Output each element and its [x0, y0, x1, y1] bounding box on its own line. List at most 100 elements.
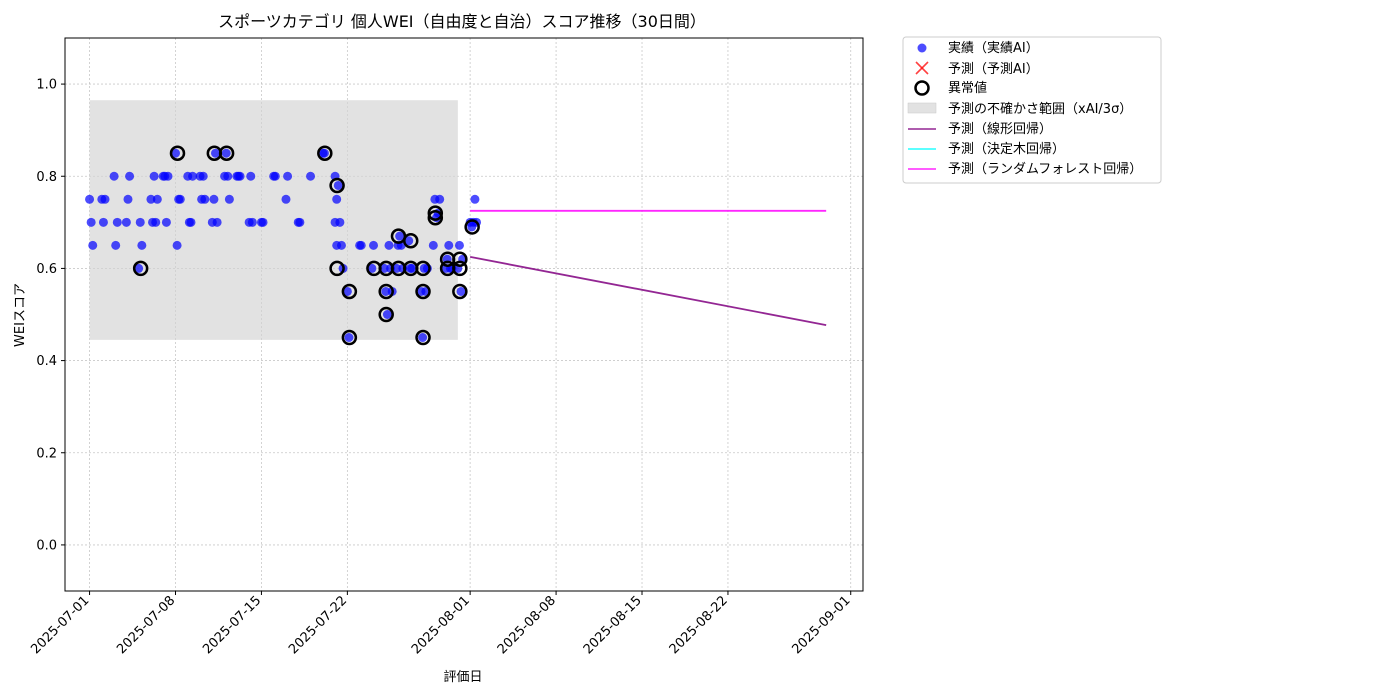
anomaly-marker — [415, 283, 431, 300]
actual-point — [152, 194, 162, 204]
actual-point — [283, 171, 293, 181]
legend: 実績（実績AI） 予測（予測AI） 異常値 予測の不確かさ範囲（xAI/3σ） … — [902, 36, 1162, 184]
actual-point — [224, 194, 234, 204]
anomaly-marker — [464, 219, 480, 235]
actual-point — [146, 194, 156, 204]
anomaly-marker — [403, 233, 419, 249]
actual-point — [444, 240, 454, 250]
legend-tree-label: 予測（決定木回帰） — [948, 141, 1065, 157]
legend-band-label: 予測の不確かさ範囲（xAI/3σ） — [948, 101, 1132, 117]
anomaly-marker — [452, 283, 468, 300]
legend-linear-label: 予測（線形回帰） — [948, 121, 1052, 137]
actual-point — [161, 217, 171, 227]
actual-point — [330, 217, 340, 227]
actual-point — [391, 263, 401, 273]
actual-point — [85, 194, 95, 204]
actual-point — [342, 286, 352, 296]
actual-point — [435, 194, 445, 204]
actual-point — [418, 333, 428, 343]
y-axis-label: WEIスコア — [13, 283, 28, 347]
actual-point — [235, 171, 245, 181]
actual-point — [125, 171, 135, 181]
actual-point — [200, 194, 210, 204]
actual-point — [123, 194, 133, 204]
chart-title: スポーツカテゴリ 個人WEI（自由度と自治）スコア推移（30日間） — [218, 12, 706, 31]
actual-point — [188, 171, 198, 181]
legend-predicted-label: 予測（予測AI） — [948, 62, 1039, 77]
legend-actual-marker — [917, 43, 927, 53]
actual-point — [356, 240, 366, 250]
actual-point — [306, 171, 316, 181]
actual-point — [186, 217, 196, 227]
actual-point — [88, 240, 98, 250]
anomaly-marker — [427, 205, 444, 221]
actual-point — [384, 240, 394, 250]
anomaly-marker — [218, 145, 235, 161]
anomaly-marker — [341, 329, 358, 346]
anomaly-marker — [415, 260, 431, 277]
actual-point — [454, 240, 464, 250]
actual-point — [86, 217, 96, 227]
anomaly-marker — [132, 260, 149, 277]
actual-point — [111, 240, 121, 250]
forecast-linear-line — [469, 256, 827, 326]
anomaly-marker — [415, 329, 431, 346]
actual-point — [332, 240, 342, 250]
actual-point — [221, 148, 231, 158]
anomaly-marker — [329, 260, 345, 277]
actual-point — [381, 286, 391, 296]
actual-point — [209, 194, 219, 204]
actual-point — [456, 286, 466, 296]
anomaly-marker — [427, 209, 444, 226]
actual-point — [404, 236, 414, 246]
actual-point — [395, 231, 405, 241]
actual-point — [258, 217, 268, 227]
anomaly-marker — [169, 145, 186, 161]
actual-point — [137, 240, 147, 250]
actual-point — [295, 217, 305, 227]
actual-point — [247, 217, 257, 227]
actual-point — [281, 194, 291, 204]
actual-point — [172, 240, 182, 250]
legend-anomaly-marker — [914, 80, 930, 96]
legend-forest-label: 予測（ランダムフォレスト回帰） — [948, 161, 1142, 177]
actual-point — [109, 171, 119, 181]
actual-point — [112, 217, 122, 227]
axes-frame — [64, 37, 864, 592]
actual-point — [211, 148, 221, 158]
actual-point — [170, 148, 180, 158]
actual-point — [382, 310, 392, 319]
actual-point — [428, 240, 438, 250]
legend-predicted-marker — [915, 61, 929, 75]
actual-point — [175, 194, 185, 204]
legend-anomaly-label: 異常値 — [948, 80, 987, 96]
anomaly-marker — [329, 177, 345, 194]
actual-point — [98, 217, 108, 227]
y-tick-label: 0.2 — [36, 446, 57, 461]
actual-point — [407, 263, 417, 273]
y-tick-label: 0.0 — [36, 538, 57, 553]
actual-point — [223, 171, 233, 181]
actual-point — [333, 180, 343, 190]
legend-band-marker — [907, 102, 937, 114]
actual-point — [379, 263, 389, 273]
anomaly-marker — [341, 283, 358, 300]
actual-point — [135, 217, 145, 227]
actual-point — [149, 171, 159, 181]
actual-point — [151, 217, 161, 227]
actual-point — [470, 194, 480, 204]
y-tick-label: 0.4 — [36, 354, 57, 369]
y-tick-label: 1.0 — [36, 78, 57, 93]
actual-point — [369, 240, 379, 250]
anomaly-marker — [452, 260, 468, 277]
uncertainty-band — [89, 100, 458, 340]
anomaly-marker — [378, 306, 394, 323]
actual-point — [319, 148, 329, 158]
legend-actual-label: 実績（実績AI） — [948, 40, 1039, 56]
x-axis-label: 評価日 — [443, 670, 482, 685]
legend-frame — [902, 36, 1162, 184]
anomaly-marker — [317, 145, 333, 161]
actual-point — [121, 217, 131, 227]
actual-point — [198, 171, 208, 181]
